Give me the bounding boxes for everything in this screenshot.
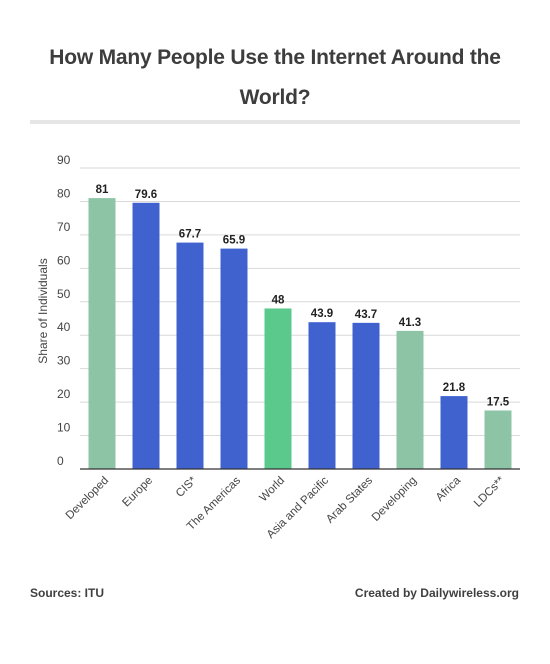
bar-the-americas [220, 248, 248, 469]
y-axis-ticks: 0 10 20 30 40 50 60 70 80 90 [57, 153, 71, 468]
source-note: Sources: ITU [30, 586, 105, 600]
x-tick-label: Developed [64, 475, 111, 522]
y-tick-label: 70 [57, 220, 71, 234]
y-axis-label: Share of Individuals [36, 258, 50, 363]
bar-africa [440, 396, 468, 469]
bar-world [264, 308, 292, 469]
bar-developing [396, 330, 424, 469]
x-tick-label: LDCs** [472, 474, 508, 510]
y-tick-label: 50 [57, 287, 71, 301]
value-label: 43.7 [355, 309, 377, 321]
value-label: 81 [96, 184, 109, 196]
x-tick-label: Arab States [324, 474, 375, 525]
value-label: 17.5 [487, 396, 510, 408]
x-tick-label: CIS* [174, 474, 200, 500]
y-tick-label: 30 [57, 354, 71, 368]
y-tick-label: 60 [57, 253, 71, 267]
bar-asia-and-pacific [308, 322, 336, 469]
x-tick-label: World [258, 475, 288, 505]
value-label: 79.6 [135, 189, 157, 201]
value-label: 48 [272, 294, 285, 306]
y-tick-label: 80 [57, 186, 71, 200]
bar-cis [176, 242, 204, 469]
x-tick-label: Africa [434, 474, 464, 504]
value-label: 41.3 [399, 317, 421, 329]
value-label: 67.7 [179, 229, 201, 241]
value-labels: 81 79.6 67.7 65.9 48 43.9 43.7 41.3 21.8 17.5 [96, 184, 510, 408]
chart-title: How Many People Use the Internet Around … [49, 46, 501, 109]
y-tick-label: 40 [57, 320, 71, 334]
bar-arab-states [352, 322, 380, 469]
bars [88, 198, 512, 469]
x-axis-ticks: Developed Europe CIS*The Americas WorldAsia… [64, 474, 508, 541]
x-tick-label: Europe [120, 475, 155, 510]
y-tick-label: 90 [57, 153, 71, 167]
value-label: 65.9 [223, 235, 245, 247]
title-divider [30, 120, 520, 124]
bar-europe [132, 202, 160, 469]
y-tick-label: 20 [57, 387, 71, 401]
bar-ldcs [484, 410, 512, 469]
x-tick-label: Developing [370, 475, 419, 524]
value-label: 21.8 [443, 382, 466, 394]
bar-developed [88, 198, 116, 469]
y-tick-label: 10 [57, 421, 71, 435]
y-tick-label: 0 [57, 454, 64, 468]
value-label: 43.9 [311, 308, 333, 320]
credit-note: Created by Dailywireless.org [354, 586, 519, 600]
